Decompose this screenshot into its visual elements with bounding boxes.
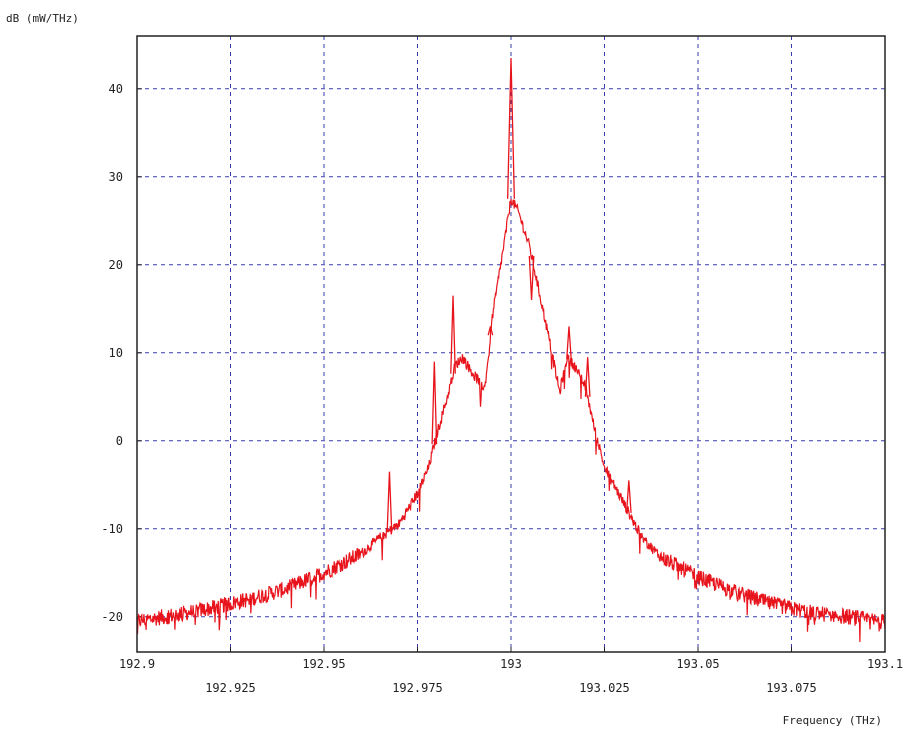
grid <box>136 36 886 652</box>
y-axis-title: dB (mW/THz) <box>6 12 79 25</box>
x-tick-label: 193.05 <box>676 657 719 671</box>
spectral-spike <box>487 326 494 336</box>
x-tick-label: 192.9 <box>119 657 155 671</box>
spectral-spike <box>528 255 535 301</box>
y-tick-label: -20 <box>101 610 123 624</box>
spectral-spike <box>506 57 516 199</box>
plot-frame <box>136 35 886 653</box>
spectrum-line <box>136 198 886 643</box>
spectral-spike <box>450 295 456 374</box>
y-tick-labels: 40 30 20 10 0 -10 -20 <box>101 82 123 624</box>
x-tick-label: 193 <box>500 657 522 671</box>
y-tick-label: 40 <box>109 82 123 96</box>
spectral-spike <box>431 361 438 445</box>
x-tick-label: 192.975 <box>392 681 443 695</box>
x-axis-title: Frequency (THz) <box>783 714 882 727</box>
x-tick-label: 193.075 <box>766 681 817 695</box>
y-tick-label: -10 <box>101 522 123 536</box>
x-tick-label: 192.95 <box>302 657 345 671</box>
x-tick-label: 193.025 <box>579 681 630 695</box>
y-tick-label: 10 <box>109 346 123 360</box>
y-tick-label: 20 <box>109 258 123 272</box>
spectral-spike <box>625 480 632 514</box>
spectral-spike <box>386 471 393 532</box>
y-tick-label: 0 <box>116 434 123 448</box>
y-tick-label: 30 <box>109 170 123 184</box>
x-tick-label: 193.1 <box>867 657 903 671</box>
x-tick-labels: 192.9 192.95 193 193.05 193.1 192.925 192.975 1… <box>119 657 903 695</box>
spectral-spike <box>584 357 591 397</box>
x-tick-label: 192.925 <box>205 681 256 695</box>
spectral-spike <box>566 326 572 360</box>
series-trace <box>136 57 886 643</box>
